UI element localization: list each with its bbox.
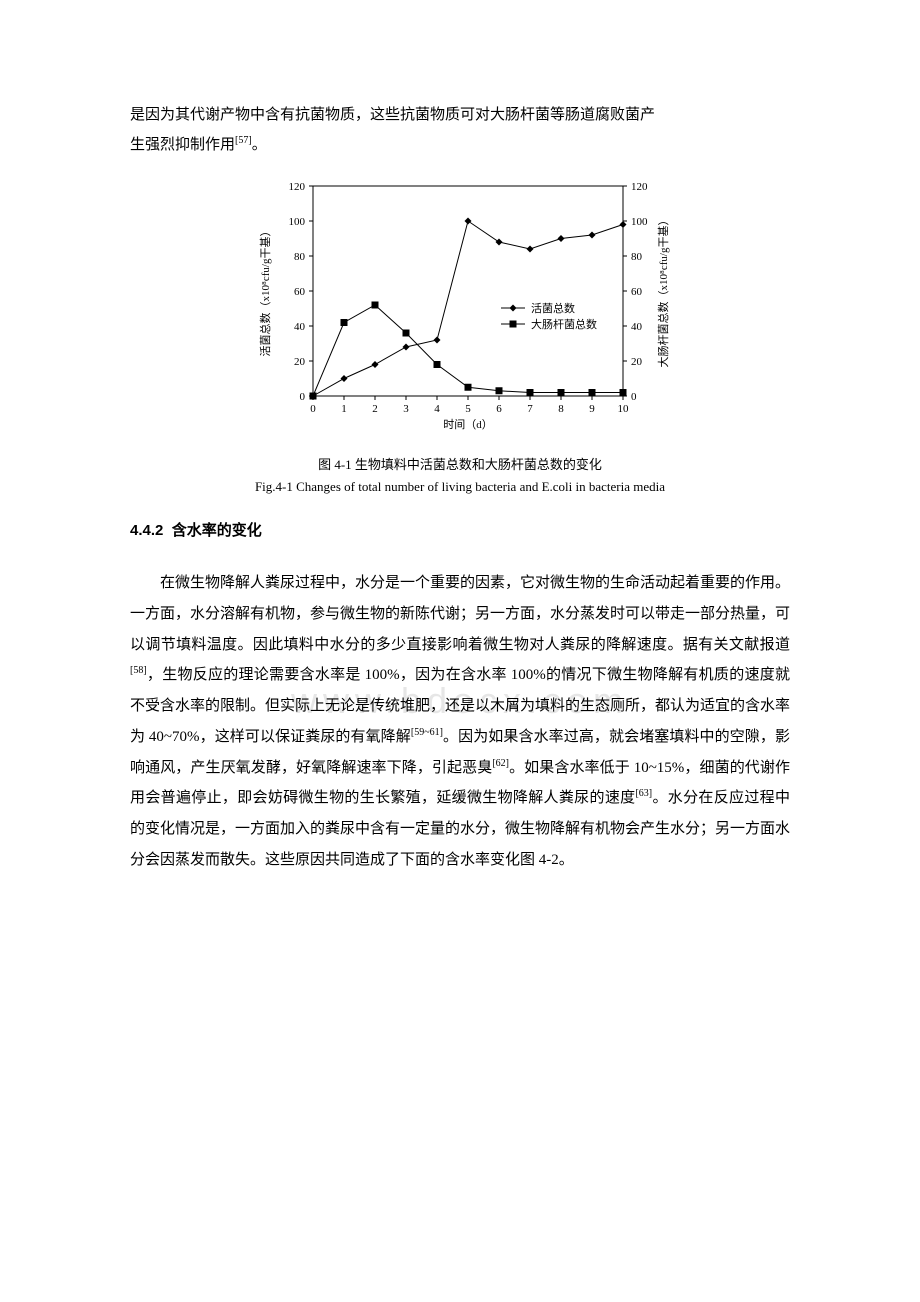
svg-text:80: 80 (631, 251, 643, 263)
body-paragraph: 在微生物降解人粪尿过程中，水分是一个重要的因素，它对微生物的生命活动起着重要的作… (130, 568, 790, 876)
svg-text:7: 7 (527, 403, 533, 415)
svg-text:60: 60 (631, 286, 643, 298)
svg-text:3: 3 (403, 403, 409, 415)
intro-line1: 是因为其代谢产物中含有抗菌物质，这些抗菌物质可对大肠杆菌等肠道腐败菌产 (130, 107, 655, 123)
svg-text:100: 100 (289, 216, 306, 228)
svg-text:20: 20 (631, 356, 643, 368)
section-title: 含水率的变化 (172, 522, 262, 539)
citation-63: [63] (635, 788, 652, 799)
citation-59-61: [59~61] (411, 727, 443, 738)
svg-text:9: 9 (589, 403, 595, 415)
svg-text:120: 120 (289, 181, 306, 193)
svg-text:活菌总数（x10⁸cfu/g干基）: 活菌总数（x10⁸cfu/g干基） (258, 226, 272, 357)
svg-text:20: 20 (294, 356, 306, 368)
svg-text:0: 0 (310, 403, 316, 415)
citation-62: [62] (492, 758, 509, 769)
svg-text:6: 6 (496, 403, 502, 415)
figure-caption-en: Fig.4-1 Changes of total number of livin… (130, 479, 790, 495)
body-t1: 在微生物降解人粪尿过程中，水分是一个重要的因素，它对微生物的生命活动起着重要的作… (130, 575, 790, 653)
citation-58: [58] (130, 665, 147, 676)
svg-text:80: 80 (294, 251, 306, 263)
svg-text:0: 0 (300, 391, 306, 403)
figure-caption-cn: 图 4-1 生物填料中活菌总数和大肠杆菌总数的变化 (130, 454, 790, 473)
svg-text:1: 1 (341, 403, 347, 415)
svg-text:时间（d）: 时间（d） (443, 418, 493, 431)
svg-text:100: 100 (631, 216, 648, 228)
figure-4-1: 0 1 2 3 4 5 6 7 8 9 10 时间（d） 0 20 40 60 80 100 120 活菌总数（x10… (130, 170, 790, 440)
svg-text:5: 5 (465, 403, 471, 415)
svg-text:2: 2 (372, 403, 378, 415)
svg-text:10: 10 (618, 403, 630, 415)
citation-57: [57] (235, 135, 252, 146)
chart-svg: 0 1 2 3 4 5 6 7 8 9 10 时间（d） 0 20 40 60 80 100 120 活菌总数（x10… (245, 170, 675, 440)
intro-paragraph: 是因为其代谢产物中含有抗菌物质，这些抗菌物质可对大肠杆菌等肠道腐败菌产 生强烈抑… (130, 100, 790, 160)
section-heading: 4.4.2 含水率的变化 (130, 519, 790, 540)
svg-text:60: 60 (294, 286, 306, 298)
intro-line2b: 。 (252, 137, 267, 153)
svg-text:0: 0 (631, 391, 637, 403)
intro-line2a: 生强烈抑制作用 (130, 137, 235, 153)
svg-text:大肠杆菌总数（x10⁸cfu/g干基）: 大肠杆菌总数（x10⁸cfu/g干基） (656, 215, 670, 368)
svg-text:大肠杆菌总数: 大肠杆菌总数 (531, 317, 597, 331)
svg-text:40: 40 (631, 321, 643, 333)
svg-text:活菌总数: 活菌总数 (531, 301, 575, 315)
page-content: 是因为其代谢产物中含有抗菌物质，这些抗菌物质可对大肠杆菌等肠道腐败菌产 生强烈抑… (0, 0, 920, 936)
svg-text:4: 4 (434, 403, 440, 415)
svg-text:40: 40 (294, 321, 306, 333)
svg-text:120: 120 (631, 181, 648, 193)
svg-text:8: 8 (558, 403, 564, 415)
section-number: 4.4.2 (130, 522, 163, 539)
